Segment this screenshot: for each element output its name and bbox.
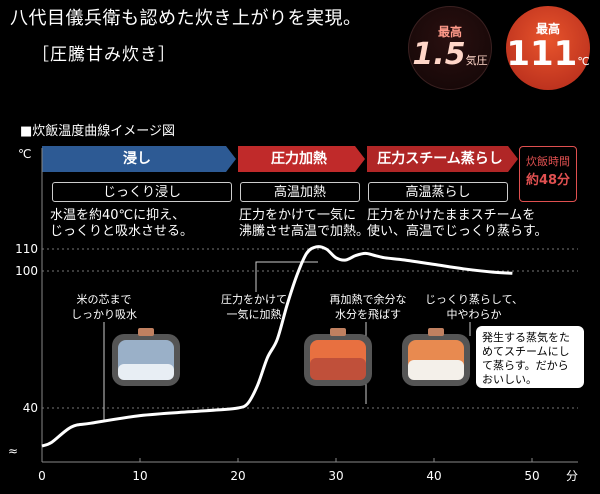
annotation-pressure: 圧力をかけて 一気に加熱 <box>214 292 294 322</box>
x-tick-label: 10 <box>132 469 147 483</box>
phase-desc-steam-line2: 使い、高温でじっくり蒸らす。 <box>367 224 548 239</box>
subhead: ［圧騰甘み炊き］ <box>32 45 176 65</box>
pressure-badge-unit: 気圧 <box>465 54 488 67</box>
annotation-rice-core-line2: しっかり吸水 <box>71 308 137 321</box>
cook-time-box: 炊飯時間 約48分 <box>519 146 577 202</box>
temp-badge: 最高 111℃ <box>506 6 590 90</box>
phase-desc-soak-line1: 水温を約40℃に抑え、 <box>50 208 186 223</box>
annotation-pressure-line2: 一気に加熱 <box>226 308 282 321</box>
annotation-steam-line2: 中やわらか <box>446 308 502 321</box>
y-tick-label: 110 <box>15 242 38 256</box>
phase-sub-steam: 高温蒸らし <box>368 182 508 202</box>
temperature-curve <box>41 245 513 448</box>
phase-arrow-3 <box>367 146 518 172</box>
annotation-steam-line1: じっくり蒸らして、 <box>424 293 524 306</box>
leader-line <box>255 261 318 292</box>
annotation-pressure-line1: 圧力をかけて <box>221 293 287 306</box>
temp-badge-unit: ℃ <box>577 55 590 68</box>
pressure-badge: 最高 1.5気圧 <box>408 6 492 90</box>
annotation-reheat-line2: 水分を飛ばす <box>335 308 401 321</box>
x-tick-label: 30 <box>328 469 343 483</box>
phase-label-pressure: 圧力加熱 <box>271 151 327 167</box>
phase-arrow-1 <box>42 146 236 172</box>
annotation-rice-core: 米の芯まで しっかり吸水 <box>64 292 144 322</box>
x-tick-label: 40 <box>426 469 441 483</box>
annotation-steam: じっくり蒸らして、 中やわらか <box>422 292 526 322</box>
annotation-rice-core-line1: 米の芯まで <box>76 293 132 306</box>
cook-time-label: 炊飯時間 <box>526 155 570 168</box>
cook-time-value: 約48分 <box>525 173 571 188</box>
annotation-reheat-line1: 再加熱で余分な <box>329 293 407 306</box>
temp-badge-label: 最高 <box>535 22 560 36</box>
phase-label-soak: 浸し <box>123 151 151 167</box>
headline: 八代目儀兵衛も認めた炊き上がりを実現。 <box>10 8 362 29</box>
phase-desc-soak: 水温を約40℃に抑え、 じっくりと吸水させる。 <box>50 208 193 240</box>
phase-arrow-2 <box>238 146 365 172</box>
phase-desc-pressure-line1: 圧力をかけて一気に <box>239 208 357 223</box>
chart-title: ■炊飯温度曲線イメージ図 <box>20 124 176 139</box>
rice-cooker-pressure-image <box>304 328 372 386</box>
x-axis-label: 分 <box>566 469 578 483</box>
y-axis-label: ℃ <box>18 147 31 161</box>
pressure-badge-value: 1.5 <box>412 37 466 72</box>
annotation-reheat: 再加熱で余分な 水分を飛ばす <box>318 292 418 322</box>
phase-desc-soak-line2: じっくりと吸水させる。 <box>50 224 194 239</box>
phase-desc-pressure-line2: 沸騰させ高温で加熱。 <box>239 224 370 239</box>
phase-desc-steam: 圧力をかけたままスチームを 使い、高温でじっくり蒸らす。 <box>367 208 547 240</box>
pressure-badge-label: 最高 <box>437 25 462 39</box>
y-tick-label: 40 <box>23 401 38 415</box>
x-tick-label: 50 <box>524 469 539 483</box>
steam-note-callout: 発生する蒸気をためてスチームにして蒸らす。だからおいしい。 <box>476 326 584 388</box>
rice-cooker-steam-image <box>402 328 470 386</box>
x-tick-label: 0 <box>38 469 46 483</box>
phase-label-steam: 圧力スチーム蒸らし <box>377 151 503 167</box>
phase-sub-soak: じっくり浸し <box>52 182 232 202</box>
x-tick-label: 20 <box>230 469 245 483</box>
axis-labels: 40 100 110 ℃ 0 10 20 30 40 50 分 <box>15 147 578 483</box>
temp-badge-value: 111 <box>506 34 578 74</box>
phase-desc-steam-line1: 圧力をかけたままスチームを <box>367 208 536 223</box>
axis-break-mark: ≈ <box>8 444 18 458</box>
phase-sub-pressure: 高温加熱 <box>240 182 360 202</box>
phase-desc-pressure: 圧力をかけて一気に 沸騰させ高温で加熱。 <box>239 208 369 240</box>
y-tick-label: 100 <box>15 264 38 278</box>
rice-cooker-soak-image <box>112 328 180 386</box>
